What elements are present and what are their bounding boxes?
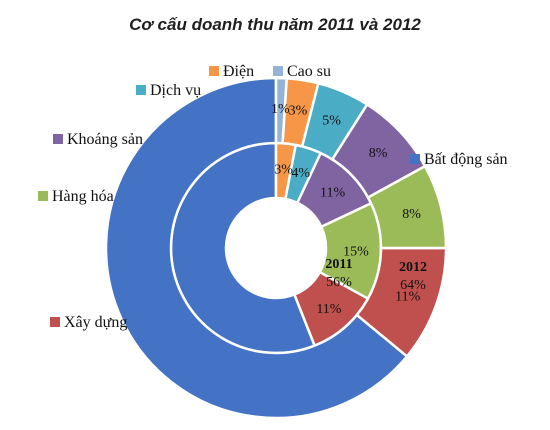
legend-label: Bất động sản xyxy=(424,151,508,168)
data-label-2011-dich-vu: 4% xyxy=(291,166,310,181)
slice-2012-xay-dung xyxy=(355,246,448,359)
outer-ring-name: 2012 xyxy=(399,260,427,275)
data-label-2012-cao-su: 1% xyxy=(271,102,290,117)
inner-ring-value: 56% xyxy=(326,275,352,290)
legend-item-xay-dung: Xây dựng xyxy=(50,314,127,331)
legend-item-khoang-san: Khoáng sản xyxy=(53,131,143,148)
legend-label: Khoáng sản xyxy=(67,131,143,148)
data-label-2012-hang-hoa: 8% xyxy=(402,207,421,222)
legend-swatch xyxy=(38,191,48,201)
data-label-2011-dien: 3% xyxy=(274,162,293,177)
slice-2012-hang-hoa xyxy=(366,164,448,250)
outer-ring-value: 64% xyxy=(400,278,426,293)
legend-item-cao-su: Cao su xyxy=(273,63,331,80)
legend-swatch xyxy=(136,85,146,95)
legend: Bất động sản Xây dựng Hàng hóa Khoáng sản Dị… xyxy=(38,63,508,331)
slice-labels-group: 11%15%11%4%3%11%8%8%5%3%1% xyxy=(271,102,421,317)
legend-label: Điện xyxy=(223,63,254,80)
data-label-2012-dich-vu: 5% xyxy=(322,114,341,129)
legend-item-dich-vu: Dịch vụ xyxy=(136,82,201,99)
inner-ring-name: 2011 xyxy=(325,257,352,272)
legend-item-hang-hoa: Hàng hóa xyxy=(38,188,114,205)
data-label-2011-xay-dung: 11% xyxy=(316,302,341,317)
slice-2012-bat-dong-san xyxy=(104,76,409,420)
data-label-2012-xay-dung: 11% xyxy=(395,289,420,304)
legend-swatch xyxy=(410,154,420,164)
legend-label: Cao su xyxy=(287,63,331,80)
chart-title: Cơ cấu doanh thu năm 2011 và 2012 xyxy=(129,15,421,34)
slice-2012-dich-vu xyxy=(300,81,369,162)
legend-swatch xyxy=(209,66,219,76)
slices-group xyxy=(104,76,448,420)
legend-swatch xyxy=(50,317,60,327)
data-label-2011-khoang-san: 11% xyxy=(320,185,345,200)
legend-label: Dịch vụ xyxy=(150,82,201,99)
slice-2012-dien xyxy=(281,77,320,148)
data-label-2011-hang-hoa: 15% xyxy=(343,245,369,260)
slice-2012-khoang-san xyxy=(330,102,427,200)
legend-label: Hàng hóa xyxy=(52,188,114,205)
legend-label: Xây dựng xyxy=(64,314,127,331)
data-label-2012-khoang-san: 8% xyxy=(369,146,388,161)
data-label-2012-dien: 3% xyxy=(289,104,308,119)
legend-item-bat-dong-san: Bất động sản xyxy=(410,151,508,168)
legend-item-dien: Điện xyxy=(209,63,254,80)
slice-2012-cao-su xyxy=(274,76,289,145)
legend-swatch xyxy=(273,66,283,76)
legend-swatch xyxy=(53,134,63,144)
